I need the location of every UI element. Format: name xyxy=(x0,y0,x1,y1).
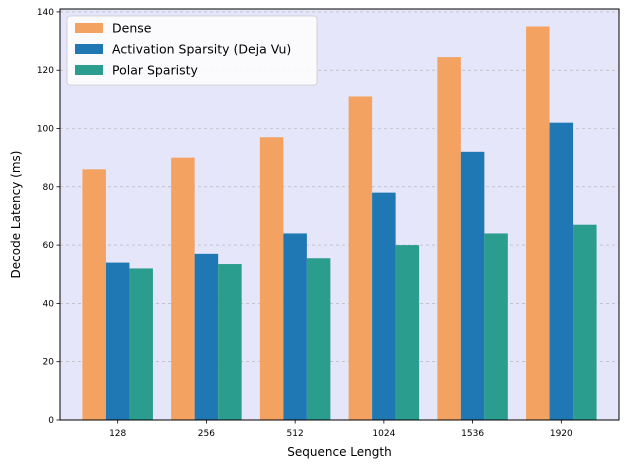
x-axis-label: Sequence Length xyxy=(287,445,391,459)
bar-256-series-3 xyxy=(218,264,242,420)
bar-256-series-2 xyxy=(194,253,219,420)
bar-1920-series-2 xyxy=(549,122,574,421)
x-tick-label: 128 xyxy=(109,429,126,439)
y-axis-label: Decode Latency (ms) xyxy=(9,151,23,279)
x-tick-label: 1536 xyxy=(461,429,484,439)
y-tick-label: 20 xyxy=(43,358,55,368)
legend-box xyxy=(66,15,318,86)
bar-512-series-1 xyxy=(259,137,284,421)
bar-512-series-2 xyxy=(283,233,307,420)
y-axis-ticks: 0 20 40 60 80 100 120 140 xyxy=(37,8,60,426)
bar-1536-series-1 xyxy=(437,57,461,421)
bar-1920-series-3 xyxy=(573,224,597,420)
y-tick-label: 140 xyxy=(37,8,54,18)
x-tick-label: 1920 xyxy=(550,429,573,439)
bar-128-series-3 xyxy=(129,268,153,420)
bar-256-series-1 xyxy=(171,157,195,420)
legend-label: Dense xyxy=(112,21,152,36)
legend-label: Activation Sparsity (Deja Vu) xyxy=(112,42,291,57)
x-tick-label: 1024 xyxy=(372,429,395,439)
bar-1920-series-1 xyxy=(526,26,550,421)
y-tick-label: 120 xyxy=(37,66,54,76)
bars xyxy=(82,26,597,421)
bar-128-series-2 xyxy=(105,262,130,420)
legend-swatch xyxy=(75,44,103,54)
legend: Dense Activation Sparsity (Deja Vu) Polar … xyxy=(66,15,318,86)
bar-128-series-1 xyxy=(82,169,106,420)
bar-1536-series-3 xyxy=(484,233,508,420)
y-tick-label: 40 xyxy=(43,299,55,309)
y-tick-label: 80 xyxy=(43,183,55,193)
y-tick-label: 100 xyxy=(37,125,54,135)
x-tick-label: 512 xyxy=(287,429,304,439)
y-tick-label: 60 xyxy=(43,241,55,251)
bar-1024-series-1 xyxy=(348,96,373,420)
legend-swatch xyxy=(75,65,103,75)
x-tick-label: 256 xyxy=(198,429,215,439)
bar-1024-series-2 xyxy=(372,192,396,420)
legend-label: Polar Sparisty xyxy=(112,63,199,78)
bar-1536-series-2 xyxy=(460,151,485,421)
x-axis-ticks: 128 256 512 1024 1536 1920 xyxy=(109,420,573,439)
plot-frame xyxy=(59,8,620,421)
legend-swatch xyxy=(75,23,103,33)
y-tick-label: 0 xyxy=(48,416,54,426)
bar-512-series-3 xyxy=(306,258,331,420)
bar-1024-series-3 xyxy=(395,245,420,420)
